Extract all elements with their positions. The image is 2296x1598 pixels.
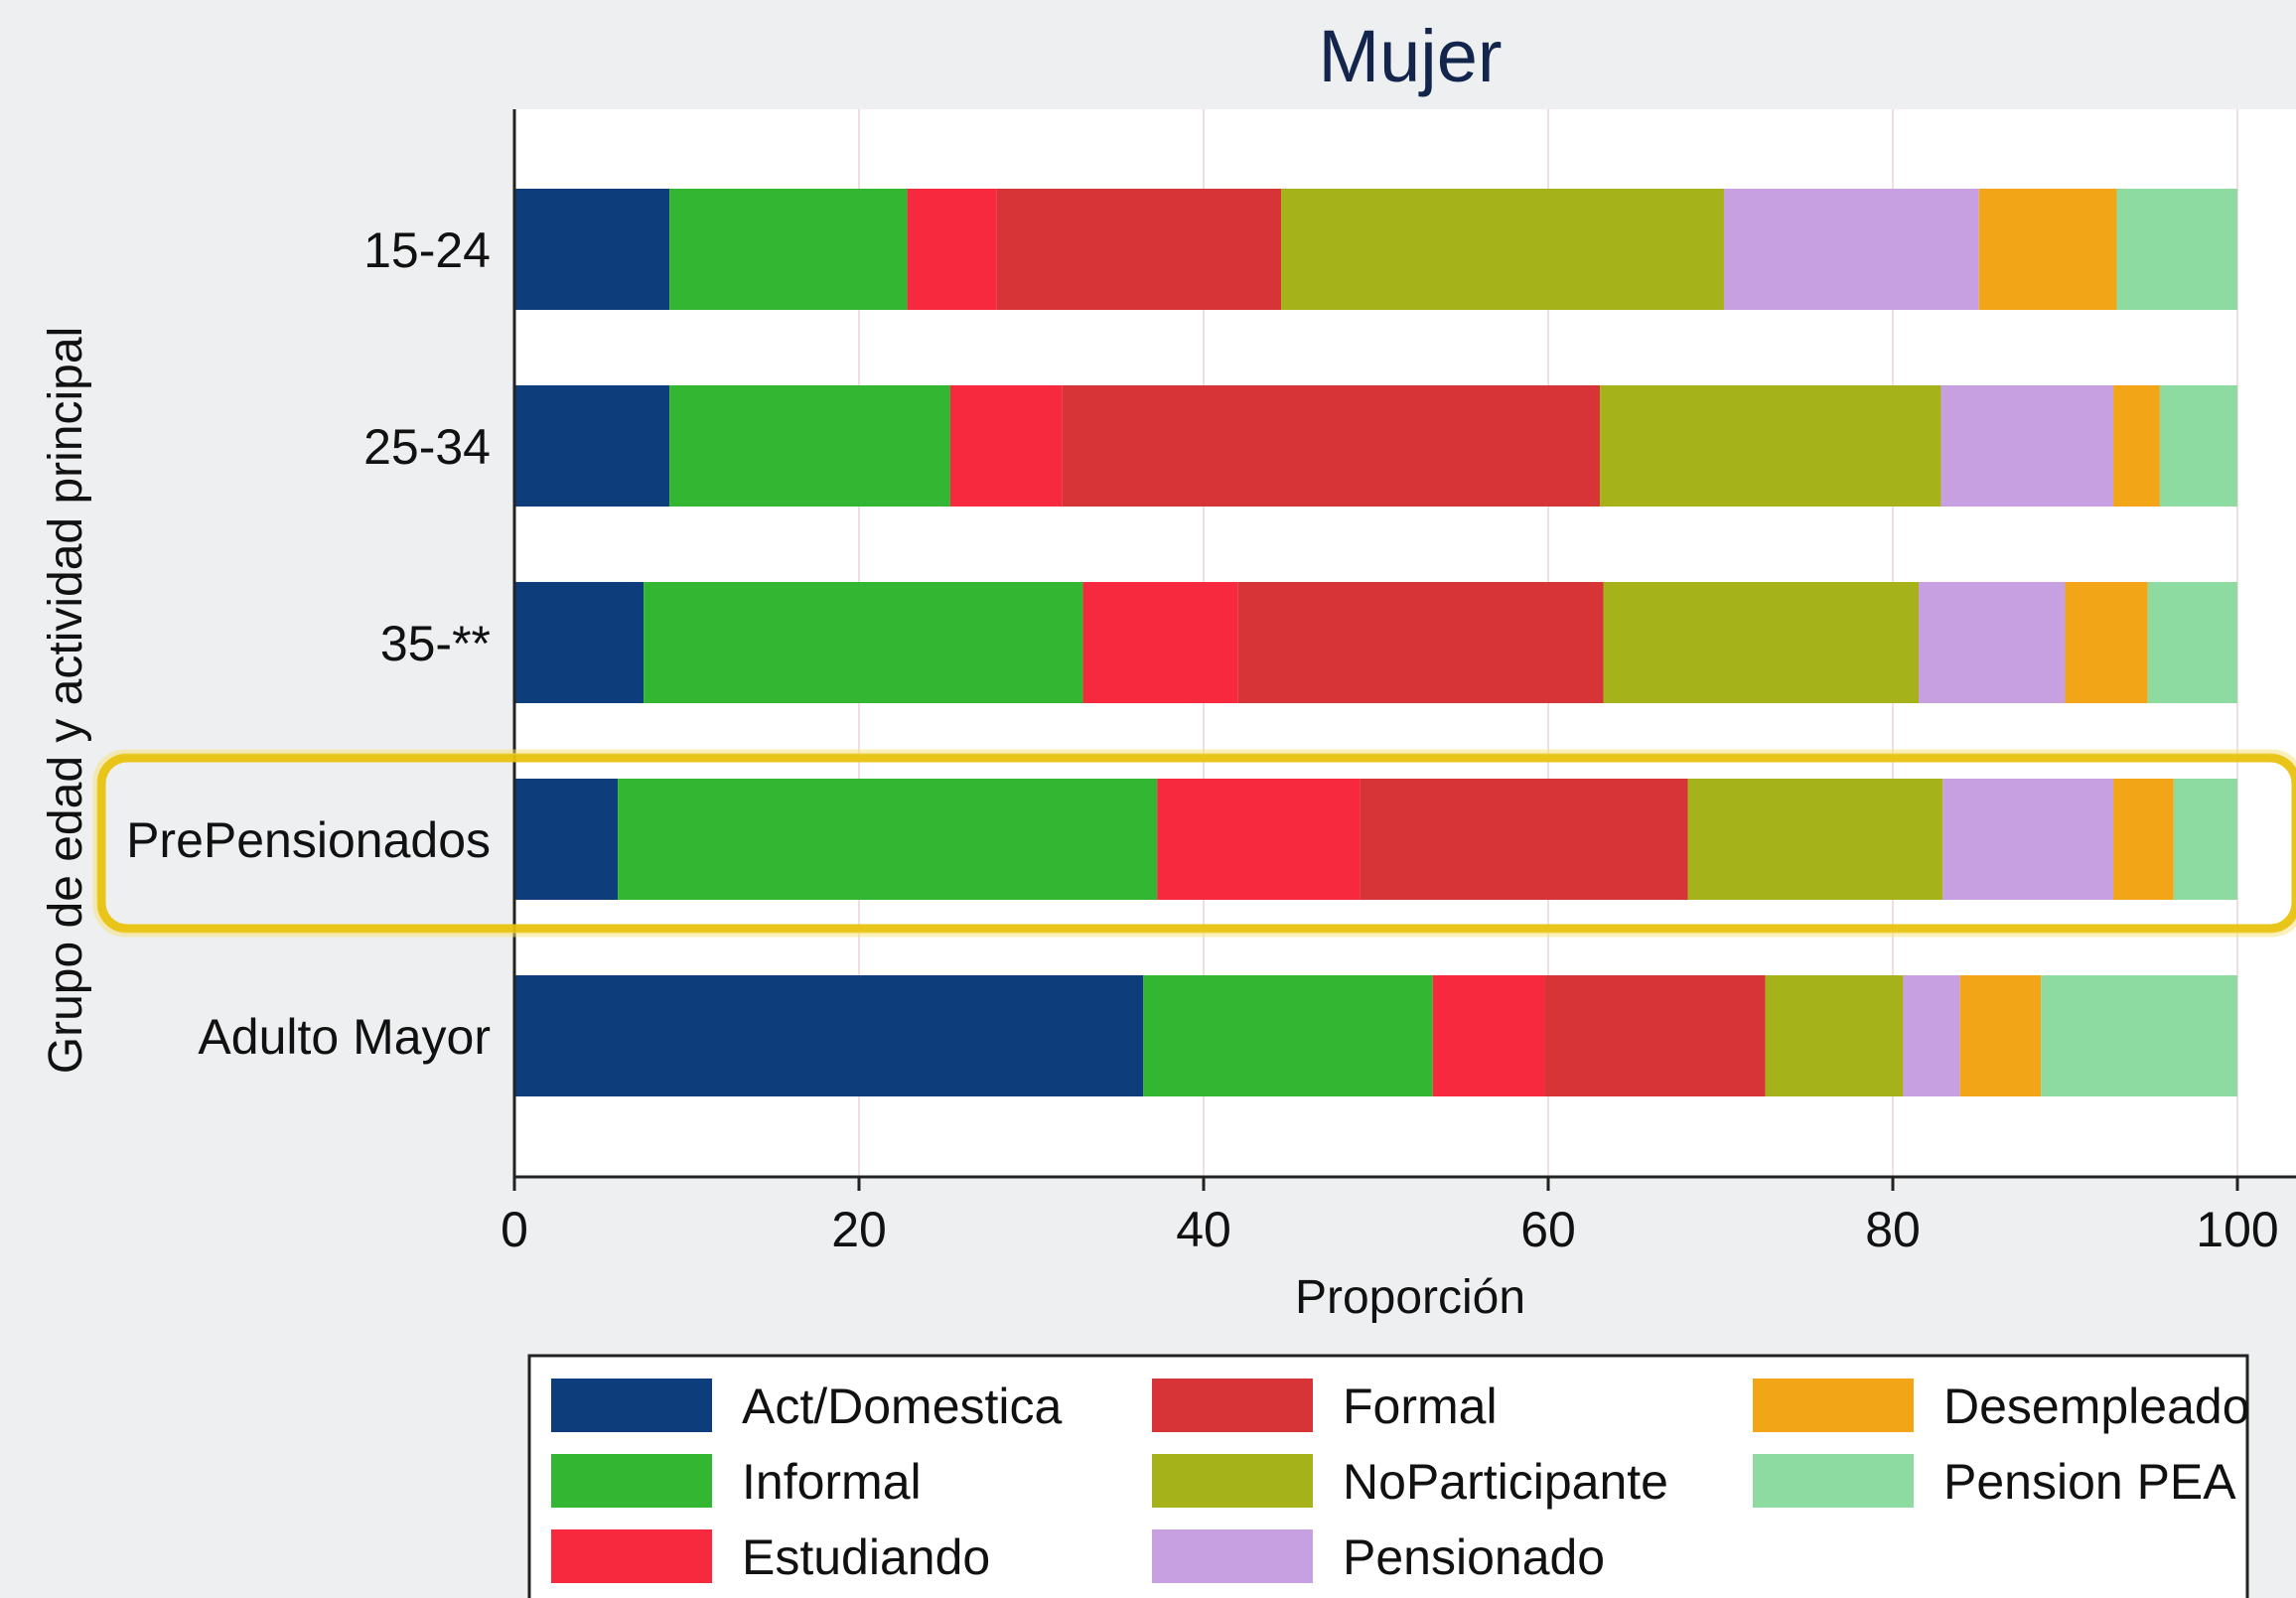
legend-label-formal: Formal xyxy=(1343,1379,1498,1434)
x-tick-label-40: 40 xyxy=(1176,1202,1231,1257)
bar-prepensionados-act-domestica xyxy=(514,779,619,900)
bar-prepensionados-pension-pea xyxy=(2173,779,2237,900)
legend-swatch-act-domestica xyxy=(551,1379,712,1432)
bar-35-pensionado xyxy=(1919,582,2066,703)
category-label-15-24: 15-24 xyxy=(363,222,491,278)
bar-15-24-estudiando xyxy=(907,189,997,310)
legend-swatch-informal xyxy=(551,1454,712,1508)
chart-title: Mujer xyxy=(1318,15,1502,97)
legend-label-pension-pea: Pension PEA xyxy=(1943,1454,2236,1510)
bar-prepensionados-informal xyxy=(618,779,1158,900)
x-tick-label-60: 60 xyxy=(1520,1202,1576,1257)
legend-label-informal: Informal xyxy=(742,1454,922,1510)
legend-label-act-domestica: Act/Domestica xyxy=(742,1379,1063,1434)
bar-adulto-mayor-formal xyxy=(1544,975,1766,1096)
legend-swatch-desempleado xyxy=(1753,1379,1914,1432)
bar-25-34-noparticipante xyxy=(1600,385,1941,507)
bar-adulto-mayor-informal xyxy=(1143,975,1433,1096)
highlight-glow xyxy=(92,749,2296,938)
bar-25-34-estudiando xyxy=(949,385,1063,507)
category-labels: 15-24 25-34 35-** PrePensionados Adulto Mayo… xyxy=(126,222,491,1065)
bar-prepensionados-noparticipante xyxy=(1687,779,1943,900)
bar-prepensionados-pensionado xyxy=(1942,779,2114,900)
bar-adulto-mayor-desempleado xyxy=(1959,975,2042,1096)
bar-35-act-domestica xyxy=(514,582,645,703)
highlight-box xyxy=(96,753,2296,934)
axes xyxy=(512,109,2296,1179)
bar-adulto-mayor-act-domestica xyxy=(514,975,1144,1096)
bar-25-34-formal xyxy=(1062,385,1601,507)
legend-items: Act/Domestica Informal Estudiando Formal NoP… xyxy=(551,1379,2250,1585)
bar-25-34-pension-pea xyxy=(2159,385,2237,507)
bar-25-34-desempleado xyxy=(2113,385,2160,507)
legend-label-desempleado: Desempleado xyxy=(1943,1379,2250,1434)
y-axis-title: Grupo de edad y actividad principal xyxy=(40,327,92,1074)
bar-15-24-act-domestica xyxy=(514,189,670,310)
legend xyxy=(527,1354,2249,1598)
bar-35-informal xyxy=(644,582,1083,703)
category-label-adulto-mayor: Adulto Mayor xyxy=(198,1009,491,1065)
bar-adulto-mayor-pension-pea xyxy=(2041,975,2237,1096)
legend-label-estudiando: Estudiando xyxy=(742,1529,990,1585)
legend-swatch-pension-pea xyxy=(1753,1454,1914,1508)
x-tick-label-20: 20 xyxy=(831,1202,887,1257)
x-ticks: 0 20 40 60 80 100 xyxy=(501,1177,2279,1257)
x-tick-label-100: 100 xyxy=(2196,1202,2278,1257)
category-label-25-34: 25-34 xyxy=(363,419,491,475)
bar-35-formal xyxy=(1237,582,1604,703)
bars xyxy=(514,189,2237,1096)
bar-prepensionados-formal xyxy=(1360,779,1688,900)
legend-swatch-noparticipante xyxy=(1152,1454,1313,1508)
bar-15-24-formal xyxy=(996,189,1282,310)
category-label-35: 35-** xyxy=(380,616,491,671)
bar-25-34-pensionado xyxy=(1940,385,2114,507)
x-tick-label-80: 80 xyxy=(1865,1202,1921,1257)
legend-label-pensionado: Pensionado xyxy=(1343,1529,1605,1585)
x-axis-title: Proporción xyxy=(1295,1271,1525,1324)
bar-prepensionados-desempleado xyxy=(2113,779,2174,900)
bar-adulto-mayor-noparticipante xyxy=(1765,975,1904,1096)
bar-25-34-act-domestica xyxy=(514,385,670,507)
bar-25-34-informal xyxy=(669,385,950,507)
bar-15-24-noparticipante xyxy=(1281,189,1724,310)
bar-35-desempleado xyxy=(2065,582,2148,703)
bar-adulto-mayor-pensionado xyxy=(1903,975,1960,1096)
bar-15-24-desempleado xyxy=(1978,189,2117,310)
bar-prepensionados-estudiando xyxy=(1157,779,1361,900)
x-tick-label-0: 0 xyxy=(501,1202,528,1257)
legend-swatch-formal xyxy=(1152,1379,1313,1432)
bar-15-24-pensionado xyxy=(1723,189,1979,310)
bar-35-noparticipante xyxy=(1603,582,1920,703)
bar-adulto-mayor-estudiando xyxy=(1432,975,1545,1096)
bar-15-24-informal xyxy=(669,189,908,310)
category-label-prepensionados: PrePensionados xyxy=(126,812,491,868)
legend-swatch-estudiando xyxy=(551,1529,712,1583)
bar-35-pension-pea xyxy=(2147,582,2237,703)
legend-swatch-pensionado xyxy=(1152,1529,1313,1583)
bar-35-estudiando xyxy=(1082,582,1238,703)
legend-label-noparticipante: NoParticipante xyxy=(1343,1454,1668,1510)
bar-15-24-pension-pea xyxy=(2116,189,2237,310)
